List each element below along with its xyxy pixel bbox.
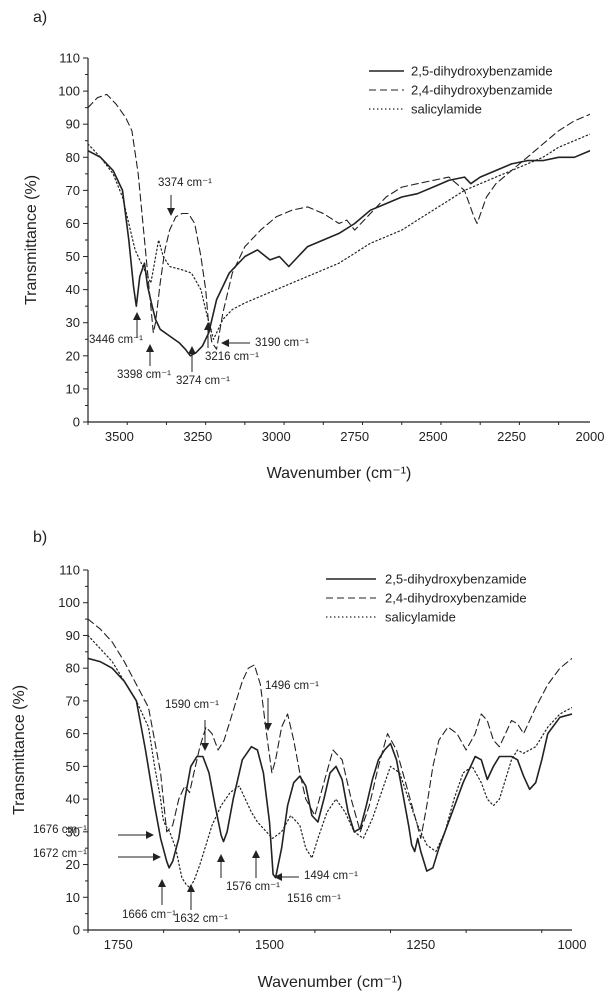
y-tick-label: 30: [66, 824, 80, 839]
series-line-2-4-dihydroxybenzamide: [88, 93, 590, 350]
legend-label: salicylamide: [411, 102, 482, 117]
y-tick-label: 100: [58, 595, 80, 610]
legend-label: 2,5-dihydroxybenzamide: [385, 572, 527, 587]
panel-label: a): [33, 9, 47, 26]
peak-annotation-label: 3446 cm⁻¹: [89, 334, 143, 346]
y-tick-label: 20: [66, 348, 80, 363]
y-tick-label: 60: [66, 726, 80, 741]
x-tick-label: 3500: [105, 429, 134, 444]
y-tick-label: 10: [66, 381, 80, 396]
y-tick-label: 110: [59, 51, 80, 66]
y-tick-label: 50: [66, 759, 80, 774]
y-tick-label: 90: [66, 628, 80, 643]
panel-label: b): [33, 529, 47, 546]
y-tick-label: 30: [66, 315, 80, 330]
series-line-salicylamide: [88, 634, 572, 889]
y-tick-label: 10: [66, 890, 80, 905]
series-line-salicylamide: [88, 133, 590, 340]
x-tick-label: 1000: [558, 937, 587, 952]
peak-annotation-label: 3274 cm⁻¹: [176, 375, 230, 387]
x-axis-title: Wavenumber (cm⁻¹): [258, 974, 403, 991]
peak-annotation-label: 1672 cm⁻¹: [33, 848, 87, 860]
y-tick-label: 70: [66, 183, 80, 198]
y-tick-label: 80: [66, 150, 80, 165]
chart-panel-b: b) 0 10 20 30 40 50 60 70 80 90 100 110 1750 1500 1250 1…: [11, 529, 586, 991]
x-tick-label: 2500: [419, 429, 448, 444]
y-tick-label: 0: [73, 415, 80, 430]
peak-annotation-label: 1494 cm⁻¹: [304, 870, 358, 882]
x-tick-label: 1750: [104, 937, 133, 952]
peak-annotation-label: 1676 cm⁻¹: [33, 824, 87, 836]
y-tick-label: 40: [66, 282, 80, 297]
y-tick-label: 50: [66, 249, 80, 264]
y-tick-label: 110: [59, 563, 80, 578]
y-tick-label: 60: [66, 216, 80, 231]
y-tick-label: 20: [66, 857, 80, 872]
x-axis-title: Wavenumber (cm⁻¹): [267, 465, 412, 482]
legend-label: 2,5-dihydroxybenzamide: [411, 64, 553, 79]
legend-label: 2,4-dihydroxybenzamide: [411, 83, 553, 98]
legend: 2,5-dihydroxybenzamide 2,4-dihydroxybenza…: [369, 64, 553, 117]
x-tick-label: 1500: [255, 937, 284, 952]
y-tick-label: 40: [66, 792, 80, 807]
legend: 2,5-dihydroxybenzamide 2,4-dihydroxybenza…: [326, 572, 527, 625]
x-tick-label: 1250: [406, 937, 435, 952]
peak-annotation-label: 3190 cm⁻¹: [255, 337, 309, 349]
y-tick-label: 90: [66, 117, 80, 132]
legend-label: salicylamide: [385, 610, 456, 625]
peak-annotation-label: 3374 cm⁻¹: [158, 177, 212, 189]
y-axis-title: Transmittance (%): [11, 685, 28, 815]
peak-annotation-label: 3216 cm⁻¹: [205, 351, 259, 363]
y-tick-label: 100: [58, 84, 80, 99]
x-tick-label: 3000: [262, 429, 291, 444]
x-tick-label: 2000: [576, 429, 605, 444]
peak-annotation-label: 1496 cm⁻¹: [265, 680, 319, 692]
series-line-2-5-dihydroxybenzamide: [88, 149, 590, 357]
peak-annotation-label: 1632 cm⁻¹: [174, 913, 228, 925]
y-tick-label: 80: [66, 661, 80, 676]
peak-annotation-label: 3398 cm⁻¹: [117, 369, 171, 381]
x-tick-label: 3250: [183, 429, 212, 444]
chart-panel-a: a) 0 10 20 30 40 50 60 70 80 90 100 110 3500 3250 3000 2…: [23, 9, 604, 482]
peak-annotation-label: 1516 cm⁻¹: [287, 893, 341, 905]
series-line-2-5-dihydroxybenzamide: [88, 657, 572, 879]
y-tick-label: 0: [73, 923, 80, 938]
peak-annotation-label: 1576 cm⁻¹: [226, 881, 280, 893]
x-tick-label: 2250: [497, 429, 526, 444]
peak-annotation-label: 1590 cm⁻¹: [165, 699, 219, 711]
series-line-2-4-dihydroxybenzamide: [88, 618, 572, 839]
y-axis-title: Transmittance (%): [23, 175, 40, 305]
y-tick-label: 70: [66, 693, 80, 708]
x-tick-label: 2750: [340, 429, 369, 444]
legend-label: 2,4-dihydroxybenzamide: [385, 591, 527, 606]
peak-annotation-label: 1666 cm⁻¹: [122, 909, 176, 921]
